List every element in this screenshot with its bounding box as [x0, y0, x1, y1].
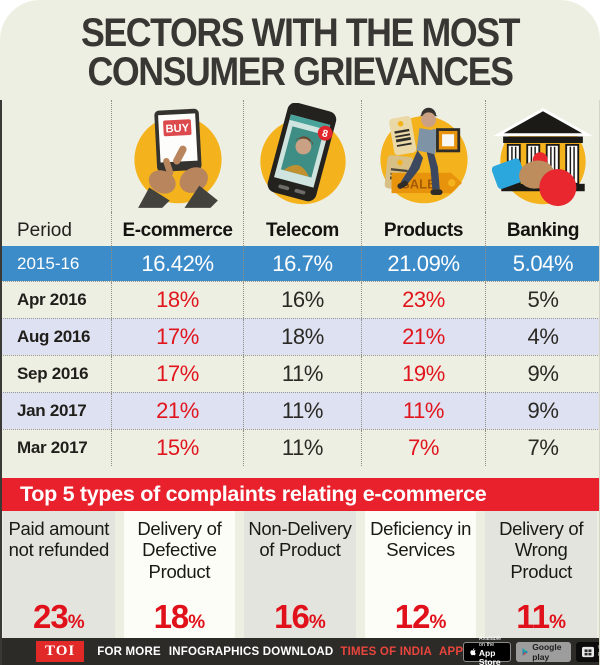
value-cell: 9%: [527, 361, 559, 386]
value-cell: 5.04%: [512, 250, 574, 276]
left-border: [0, 100, 2, 665]
complaint-label: Delivery of Wrong Product: [499, 518, 584, 582]
table-row: Jan 2017 21% 11% 11% 9%: [0, 392, 600, 429]
value-cell: 16%: [244, 282, 362, 318]
products-delivery-icon: SALE: [379, 107, 468, 204]
google-play-icon: [523, 647, 529, 656]
google-play-badge[interactable]: Google play: [516, 641, 571, 662]
apple-icon: [470, 648, 476, 656]
period-cell: Aug 2016: [0, 319, 112, 355]
page-title-line1: SECTORS WITH THE MOST: [80, 10, 520, 56]
complaint-value: 23%: [32, 598, 85, 635]
value-cell: 7%: [362, 430, 486, 466]
table-row: Aug 2016 17% 18% 21% 4%: [0, 318, 600, 355]
complaint-item: Delivery of Defective Product 18%: [123, 511, 236, 638]
complaint-item: Paid amount not refunded 23%: [3, 511, 115, 638]
complaint-label: Paid amount not refunded: [8, 518, 110, 561]
value-cell: 4%: [527, 324, 559, 349]
period-cell: 2015-16: [0, 246, 112, 281]
ecommerce-icon: BUY: [133, 108, 222, 208]
period-cell: Apr 2016: [0, 282, 112, 318]
value-cell: 11%: [244, 430, 362, 466]
windows-phone-badge-text: Windows Phone: [598, 645, 600, 658]
icons-row-empty-cell: [0, 100, 112, 212]
footer-text-download: INFOGRAPHICS DOWNLOAD: [168, 645, 334, 658]
value-cell: 9%: [527, 398, 559, 423]
footer-text-times: TIMES OF INDIA: [340, 645, 432, 658]
windows-icon: [581, 646, 594, 657]
complaint-label: Deficiency in Services: [370, 518, 472, 561]
footer-text-app: APP: [439, 645, 464, 658]
svg-text:BUY: BUY: [165, 122, 190, 135]
footer-text-for-more: FOR MORE: [97, 645, 161, 658]
period-header: Period: [0, 212, 112, 246]
value-cell: 15%: [112, 430, 244, 466]
complaint-value: 18%: [153, 598, 206, 635]
value-cell: 11%: [244, 356, 362, 392]
value-cell: 17%: [112, 356, 244, 392]
icons-row: BUY: [0, 100, 600, 212]
complaints-banner: Top 5 types of complaints relating e-com…: [0, 478, 600, 511]
store-badges: Available on the App Store Google play: [463, 636, 600, 665]
value-cell: 7%: [527, 435, 559, 460]
complaint-value: 11%: [516, 598, 567, 635]
complaint-value: 16%: [274, 598, 326, 635]
complaints-banner-text: Top 5 types of complaints relating e-com…: [20, 482, 487, 506]
value-cell: 23%: [362, 282, 486, 318]
value-cell: 17%: [112, 319, 244, 355]
period-cell: Jan 2017: [0, 393, 112, 429]
windows-phone-badge[interactable]: Windows Phone: [575, 641, 600, 662]
highlight-row-2015-16: 2015-16 16.42% 16.7% 21.09% 5.04%: [0, 246, 600, 281]
value-cell: 18%: [244, 319, 362, 355]
google-play-badge-text: Google play: [532, 641, 562, 662]
complaints-section: Paid amount not refunded 23% Delivery of…: [0, 511, 600, 638]
column-header-banking: Banking: [506, 220, 580, 241]
column-header-ecommerce: E-commerce: [112, 212, 244, 246]
table-row: Mar 2017 15% 11% 7% 7%: [0, 429, 600, 466]
app-store-badge[interactable]: Available on the App Store: [463, 636, 512, 665]
value-cell: 11%: [362, 393, 486, 429]
banking-icon: [492, 108, 593, 207]
title-section: SECTORS WITH THE MOST CONSUMER GRIEVANCE…: [0, 0, 600, 100]
value-cell: 16.42%: [112, 246, 244, 281]
svg-text:8: 8: [320, 128, 329, 140]
complaint-value: 12%: [394, 598, 447, 635]
complaint-item: Deficiency in Services 12%: [364, 511, 477, 638]
table-row: Sep 2016 17% 11% 19% 9%: [0, 355, 600, 392]
period-cell: Mar 2017: [0, 430, 112, 466]
page-title-line2: CONSUMER GRIEVANCES: [87, 50, 513, 95]
column-header-products: Products: [362, 212, 486, 246]
table-row: Apr 2016 18% 16% 23% 5%: [0, 281, 600, 318]
complaint-item: Non-Delivery of Product 16%: [244, 511, 356, 638]
table-header-row: Period E-commerce Telecom Products Banki…: [0, 212, 600, 246]
value-cell: 16.7%: [244, 246, 362, 281]
value-cell: 11%: [244, 393, 362, 429]
value-cell: 5%: [527, 287, 559, 312]
value-cell: 21.09%: [362, 246, 486, 281]
value-cell: 18%: [112, 282, 244, 318]
period-cell: Sep 2016: [0, 356, 112, 392]
value-cell: 19%: [362, 356, 486, 392]
toi-logo: TOI: [36, 641, 85, 662]
value-cell: 21%: [362, 319, 486, 355]
complaint-item: Delivery of Wrong Product 11%: [485, 511, 597, 638]
app-store-badge-text: Available on the App Store: [478, 635, 502, 665]
complaint-label: Non-Delivery of Product: [248, 518, 352, 561]
telecom-icon: 8: [259, 103, 346, 205]
value-cell: 21%: [112, 393, 244, 429]
complaint-label: Delivery of Defective Product: [137, 518, 222, 582]
column-header-telecom: Telecom: [244, 212, 362, 246]
footer-bar: TOI FOR MORE INFOGRAPHICS DOWNLOAD TIMES…: [0, 636, 600, 665]
